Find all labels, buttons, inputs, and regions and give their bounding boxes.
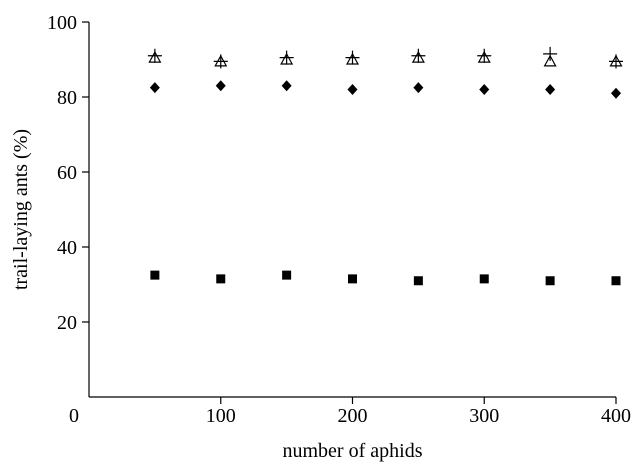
x-tick-label: 0 bbox=[69, 405, 79, 427]
triangle-point bbox=[411, 50, 425, 63]
square-point bbox=[611, 276, 621, 286]
x-tick-label: 100 bbox=[206, 405, 236, 427]
y-tick-label: 60 bbox=[57, 162, 77, 184]
diamond-point bbox=[149, 82, 160, 94]
triangle-point bbox=[214, 54, 228, 67]
diamond-point bbox=[281, 80, 292, 92]
y-axis-title: trail-laying ants (%) bbox=[10, 129, 32, 290]
triangle-point bbox=[609, 54, 623, 67]
x-tick-label: 400 bbox=[601, 405, 631, 427]
x-tick-label: 300 bbox=[469, 405, 499, 427]
triangle-point bbox=[543, 54, 557, 67]
x-tick-label: 200 bbox=[338, 405, 368, 427]
square-point bbox=[150, 270, 160, 280]
square-point bbox=[479, 274, 489, 284]
y-tick-label: 20 bbox=[57, 312, 77, 334]
plus-point bbox=[543, 46, 558, 61]
y-tick-label: 100 bbox=[47, 12, 77, 34]
diamond-point bbox=[215, 80, 226, 92]
y-tick-label: 40 bbox=[57, 237, 77, 259]
diamond-point bbox=[545, 84, 556, 95]
data-marks bbox=[147, 46, 623, 286]
diamond-point bbox=[347, 84, 358, 95]
square-point bbox=[216, 274, 226, 284]
square-point bbox=[282, 270, 292, 280]
square-point bbox=[348, 274, 357, 284]
ticks: 0 100 200 300 400 20 40 60 80 100 bbox=[47, 12, 631, 427]
diamond-point bbox=[611, 87, 621, 99]
triangle-point bbox=[345, 52, 360, 65]
axes bbox=[88, 22, 616, 398]
triangle-point bbox=[280, 52, 294, 65]
square-point bbox=[545, 276, 555, 286]
diamond-point bbox=[479, 84, 490, 95]
square-point bbox=[413, 276, 423, 286]
triangle-point bbox=[477, 50, 491, 63]
y-tick-label: 80 bbox=[57, 87, 77, 109]
x-axis-title: number of aphids bbox=[283, 440, 423, 462]
triangle-point bbox=[148, 50, 162, 63]
diamond-point bbox=[413, 82, 424, 94]
